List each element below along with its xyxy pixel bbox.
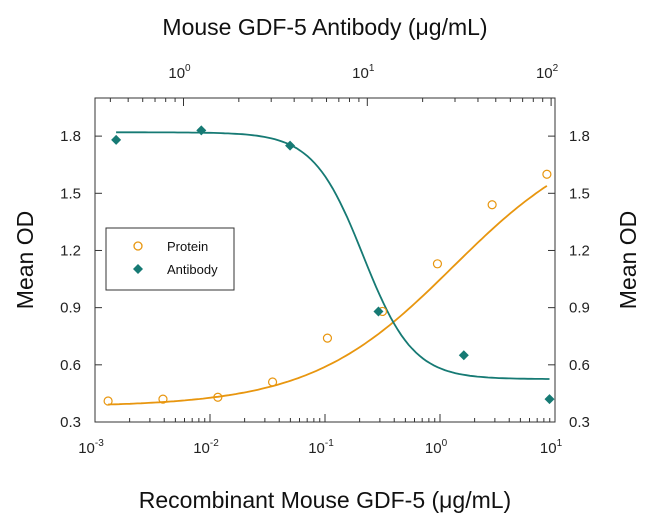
protein-point [322,333,333,343]
bottom-tick-label: 100 [425,438,448,457]
data-points [103,125,555,406]
bottom-axis-title: Recombinant Mouse GDF-5 (μg/mL) [139,487,511,513]
left-y-tick-label: 1.5 [60,185,81,202]
antibody-point [111,134,122,145]
bottom-tick-label: 10-2 [193,438,219,457]
right-y-tick-label: 1.2 [569,242,590,259]
legend-protein-marker [133,241,143,251]
legend-protein-label: Protein [167,239,208,254]
antibody-point [544,394,555,405]
antibody-fit-curve [116,131,550,380]
protein-point [432,259,443,269]
right-y-tick-label: 0.6 [569,357,590,374]
antibody-point [285,140,296,151]
top-tick-label: 102 [536,63,559,82]
protein-fit-curve [108,185,548,406]
top-axis-title: Mouse GDF-5 Antibody (μg/mL) [162,14,487,40]
left-y-tick-label: 1.8 [60,128,81,145]
axis-ticks: 10-3 10-2 10-1 100 101 100 101 102 0.3 0.3 0.6 0.6 0… [60,63,590,457]
legend-antibody-marker [133,264,143,274]
fit-curves [108,131,550,406]
left-y-tick-label: 0.6 [60,357,81,374]
antibody-point [373,306,384,317]
left-y-tick-label: 0.9 [60,300,81,317]
protein-point [542,169,552,179]
right-y-tick-label: 1.8 [569,128,590,145]
right-y-tick-label: 1.5 [569,185,590,202]
left-y-tick-label: 0.3 [60,414,81,431]
protein-point [487,200,497,210]
legend-box [105,227,235,291]
legend-antibody-label: Antibody [167,262,218,277]
top-tick-label: 101 [352,63,375,82]
top-tick-label: 100 [168,63,191,82]
right-y-tick-label: 0.3 [569,414,590,431]
antibody-point [196,125,207,136]
left-y-tick-label: 1.2 [60,242,81,259]
legend: Protein Antibody [105,227,235,291]
protein-point [158,394,168,404]
bottom-tick-label: 101 [540,438,563,457]
protein-point [213,392,223,402]
protein-point [267,377,278,387]
bottom-tick-label: 10-1 [308,438,334,457]
left-axis-title: Mean OD [12,211,38,309]
antibody-point [458,350,469,361]
right-y-tick-label: 0.9 [569,300,590,317]
protein-point [103,396,113,406]
bottom-tick-label: 10-3 [78,438,104,457]
right-axis-title: Mean OD [615,211,641,309]
